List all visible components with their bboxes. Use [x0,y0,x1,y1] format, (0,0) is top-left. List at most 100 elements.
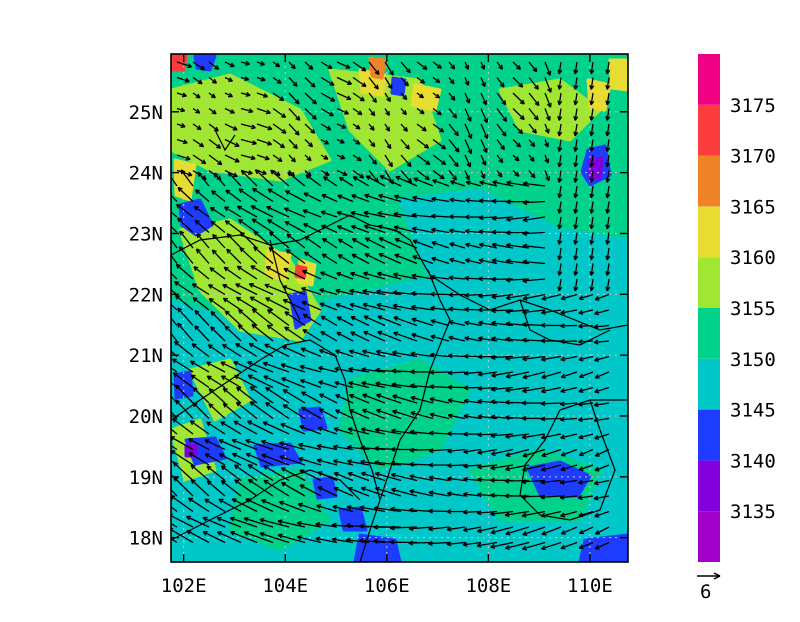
wind-arrow [175,263,194,280]
wind-arrow [316,458,338,466]
wind-arrow [278,500,306,513]
wind-arrow [512,154,520,162]
wind-arrow [377,193,402,203]
wind-arrow [521,541,546,551]
wind-arrow [512,170,520,177]
wind-arrow [322,176,338,187]
wind-arrow [336,138,345,144]
wind-arrow [432,138,447,150]
wind-arrow [234,479,258,497]
wind-arrow [464,139,473,155]
wind-arrow [319,302,338,311]
wind-arrow [593,479,610,486]
wind-arrow [171,176,178,187]
wind-arrow [196,233,210,249]
colorbar-level-label: 3155 [730,298,776,320]
wind-arrow [287,171,306,187]
wind-arrow [528,77,540,90]
wind-arrow [237,324,258,342]
wind-arrow [480,77,486,88]
wind-arrow [392,409,418,420]
wind-arrow [522,181,546,187]
wind-arrow [449,214,466,220]
wind-arrow [299,469,322,482]
wind-arrow [449,180,466,187]
wind-arrow [559,479,578,485]
wind-arrow [281,377,306,389]
wind-arrow [316,504,338,513]
wind-arrow [265,386,290,404]
contour-region [498,78,602,142]
wind-arrow [301,300,322,311]
wind-arrow [573,154,579,168]
wind-arrow [373,505,402,513]
wind-arrow [428,526,450,532]
wind-arrow [346,505,370,513]
wind-arrow [560,386,578,394]
wind-arrow [560,338,578,344]
wind-arrow [560,510,578,518]
wind-arrow [573,263,579,276]
wind-arrow [208,92,216,99]
wind-arrow [429,352,450,358]
wind-arrow [210,310,226,326]
wind-arrow [413,177,434,187]
wind-arrow [447,448,466,454]
wind-arrow [578,355,594,362]
wind-arrow [171,445,178,451]
wind-arrow [506,180,530,187]
wind-arrow [522,386,546,394]
wind-arrow [557,170,563,183]
wind-arrow [462,526,482,533]
colorbar-level-label: 3145 [730,400,776,422]
wind-arrow [320,123,332,131]
wind-arrow [190,374,210,389]
wind-arrow [240,76,250,82]
wind-arrow [522,243,546,249]
wind-arrow [176,123,186,128]
wind-arrow [208,388,226,404]
wind-arrow [235,283,258,296]
wind-arrow [347,427,370,435]
wind-arrow [505,371,530,379]
wind-arrow [464,154,472,168]
wind-arrow [192,154,207,165]
wind-arrow [492,180,514,187]
wind-arrow [192,138,205,148]
wind-arrow [384,123,391,132]
map-panel: 102E 104E 106E 108E 110E 18N 19N 20N 21N 22N 23N 2… [129,53,629,597]
wind-arrow [176,154,191,161]
wind-arrow [521,464,546,472]
wind-arrow [448,154,459,168]
wind-arrow [560,464,578,472]
wind-arrow [202,531,226,544]
wind-arrow [347,459,370,466]
wind-arrow [206,361,226,373]
wind-arrow [464,258,482,265]
wind-arrow [320,271,338,280]
wind-arrow [448,123,459,137]
wind-arrow [464,77,470,86]
wind-arrow [496,123,507,137]
wind-arrow [224,61,235,68]
wind-arrow [400,61,411,74]
wind-arrow [374,460,402,466]
wind-arrow [284,220,306,234]
wind-arrow [224,310,242,326]
wind-arrow [400,170,413,184]
wind-arrow [557,185,563,199]
wind-arrow [540,338,562,344]
wind-arrow [400,108,407,116]
wind-arrow [363,315,386,327]
wind-arrow [557,154,563,168]
wind-arrow [303,223,322,234]
longitude-tick-label: 110E [567,575,613,597]
wind-arrow [368,77,379,90]
wind-arrow [544,154,550,164]
coastline-segment [269,239,301,321]
latitude-tick-label: 21N [129,345,163,367]
wind-arrow [282,299,306,311]
wind-arrow [540,433,562,440]
wind-arrow [393,225,418,234]
